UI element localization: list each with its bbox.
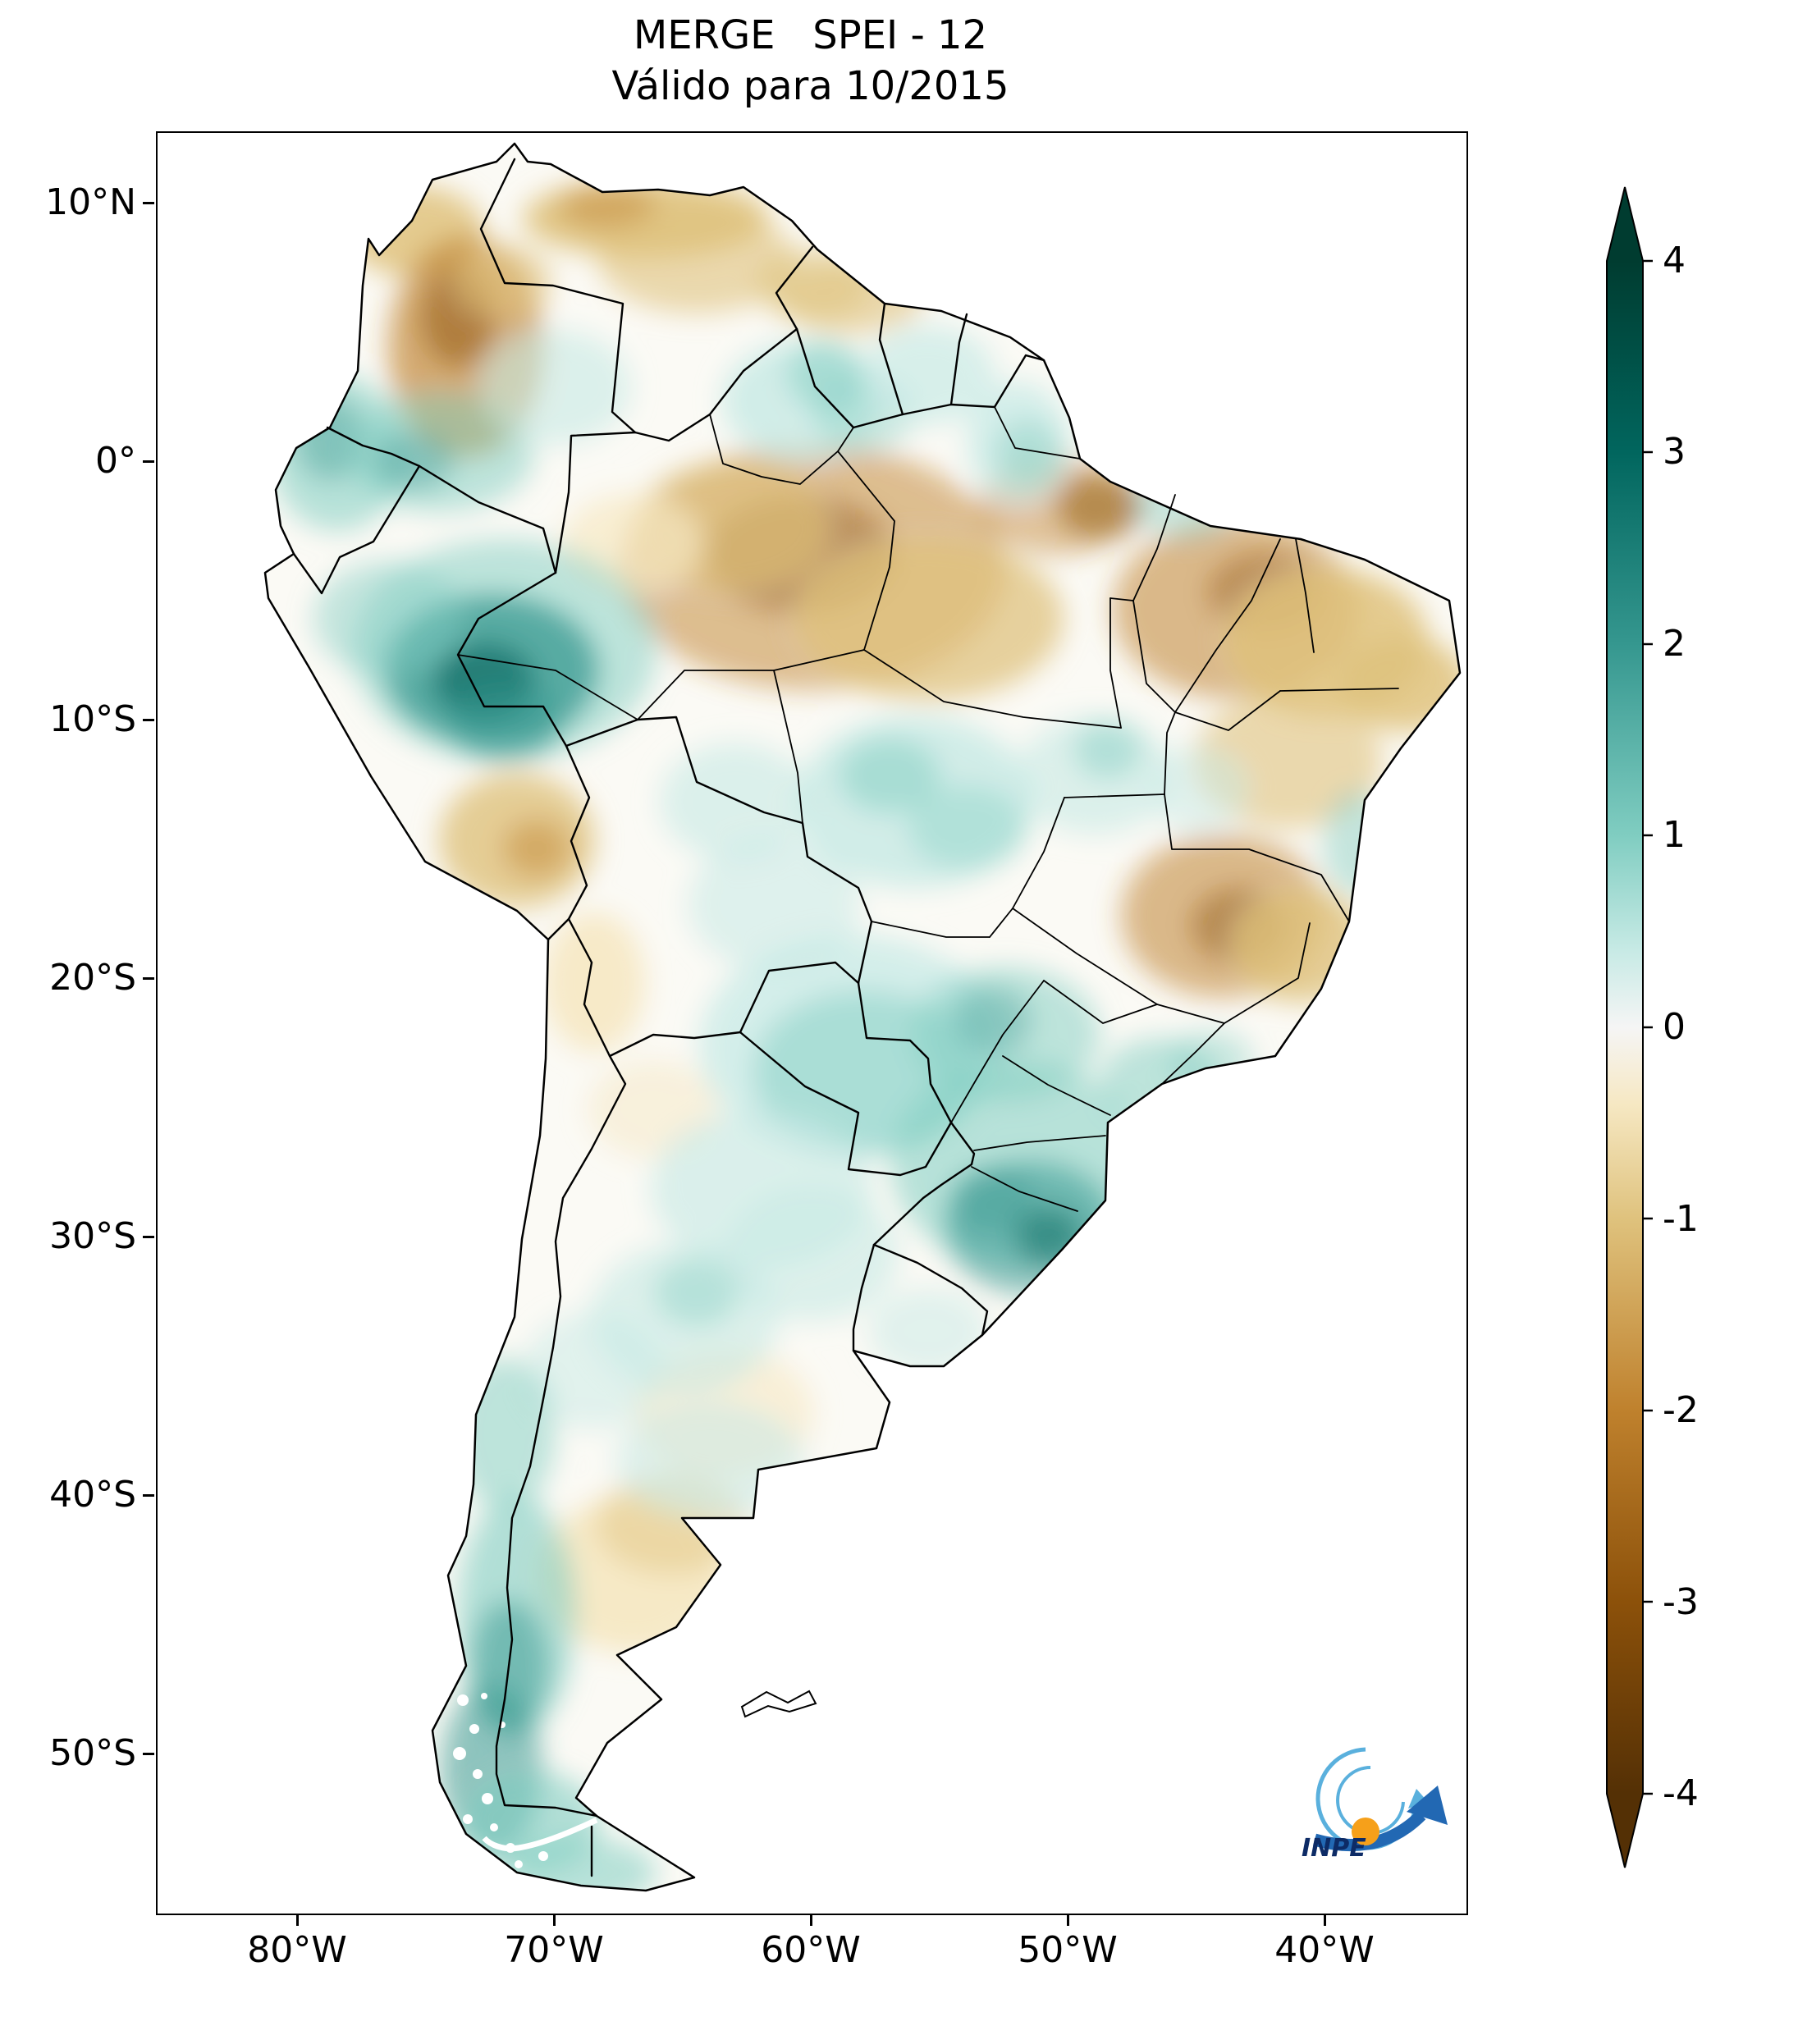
y-axis-tick [143, 719, 154, 721]
figure-title: MERGE SPEI - 12 [633, 12, 988, 58]
logo-swirl-arc-inner [1336, 1766, 1405, 1835]
x-tick-label-60w: 60°W [761, 1929, 861, 1971]
colorbar-label-2: 2 [1663, 623, 1686, 665]
colorbar-label-0: 0 [1663, 1006, 1686, 1048]
y-tick-label-50s: 50°S [49, 1732, 136, 1774]
island-outline [740, 1690, 817, 1718]
x-tick-label-70w: 70°W [504, 1929, 604, 1971]
colorbar-label-4: 4 [1663, 240, 1686, 281]
inpe-logo: INPE [1302, 1747, 1448, 1863]
logo-text: INPE [1302, 1834, 1366, 1863]
logo-orange-dot [1352, 1818, 1379, 1845]
colorbar-gradient-bar [1606, 186, 1644, 1868]
map-frame: INPE [156, 131, 1468, 1915]
figure-subtitle: Válido para 10/2015 [611, 63, 1009, 109]
y-axis-tick [143, 977, 154, 980]
colorbar-label-m1: -1 [1663, 1198, 1699, 1240]
y-tick-label-20s: 20°S [49, 957, 136, 999]
country-borders [292, 158, 1045, 1877]
x-axis-tick [810, 1914, 812, 1926]
x-tick-label-40w: 40°W [1274, 1929, 1375, 1971]
no-data-speckles [445, 1671, 548, 1868]
strait-of-magellan [482, 1817, 598, 1852]
y-axis-tick [143, 1494, 154, 1497]
x-axis-tick [1067, 1914, 1069, 1926]
x-tick-label-80w: 80°W [247, 1929, 347, 1971]
colorbar-label-m2: -2 [1663, 1389, 1699, 1431]
state-borders [457, 406, 1399, 1212]
y-axis-tick [143, 1236, 154, 1238]
y-tick-label-10s: 10°S [49, 698, 136, 740]
colorbar-label-m3: -3 [1663, 1581, 1699, 1623]
spei-data-layer [270, 179, 1460, 1891]
colorbar-label-1: 1 [1663, 814, 1686, 856]
y-tick-label-0: 0° [95, 440, 136, 482]
y-axis-tick [143, 460, 154, 463]
y-tick-label-10n: 10°N [45, 181, 136, 223]
colorbar-label-3: 3 [1663, 431, 1686, 473]
x-axis-tick [1324, 1914, 1326, 1926]
colorbar [1606, 186, 1653, 1868]
x-axis-tick [296, 1914, 299, 1926]
y-axis-tick [143, 1753, 154, 1755]
x-axis-tick [553, 1914, 556, 1926]
logo-bold-arrowhead [1407, 1786, 1448, 1825]
colorbar-ticks [1643, 259, 1653, 1795]
coastline [263, 142, 1462, 1892]
y-tick-label-40s: 40°S [49, 1474, 136, 1516]
x-tick-label-50w: 50°W [1018, 1929, 1118, 1971]
y-axis-tick [143, 202, 154, 204]
y-tick-label-30s: 30°S [49, 1215, 136, 1257]
colorbar-label-m4: -4 [1663, 1772, 1699, 1814]
map-canvas: INPE [263, 142, 1462, 1892]
